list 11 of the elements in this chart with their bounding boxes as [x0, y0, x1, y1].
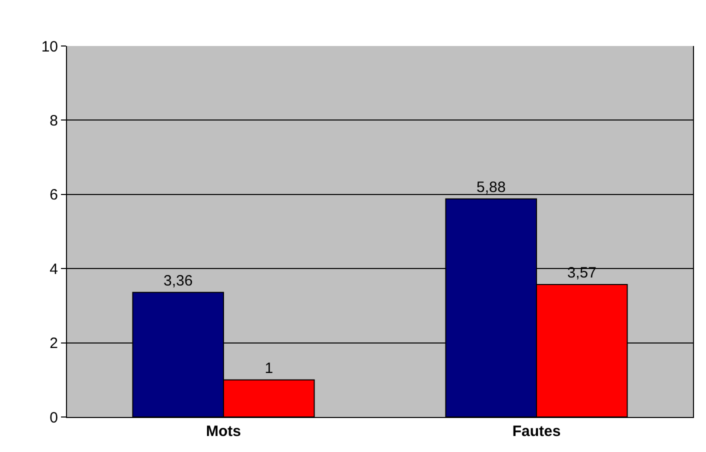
y-tick-label: 0 — [50, 409, 58, 426]
x-tick-label: Mots — [206, 423, 241, 440]
y-tick-label: 2 — [50, 335, 58, 352]
y-tick-label: 8 — [50, 112, 58, 130]
data-label: 5,88 — [476, 178, 506, 196]
y-tick-label: 10 — [41, 38, 58, 56]
data-label: 1 — [264, 360, 274, 377]
x-tick-label: Fautes — [512, 423, 561, 440]
y-tick-label: 4 — [50, 260, 58, 278]
data-label: 3,36 — [164, 272, 193, 290]
y-tick-label: 6 — [50, 186, 58, 204]
